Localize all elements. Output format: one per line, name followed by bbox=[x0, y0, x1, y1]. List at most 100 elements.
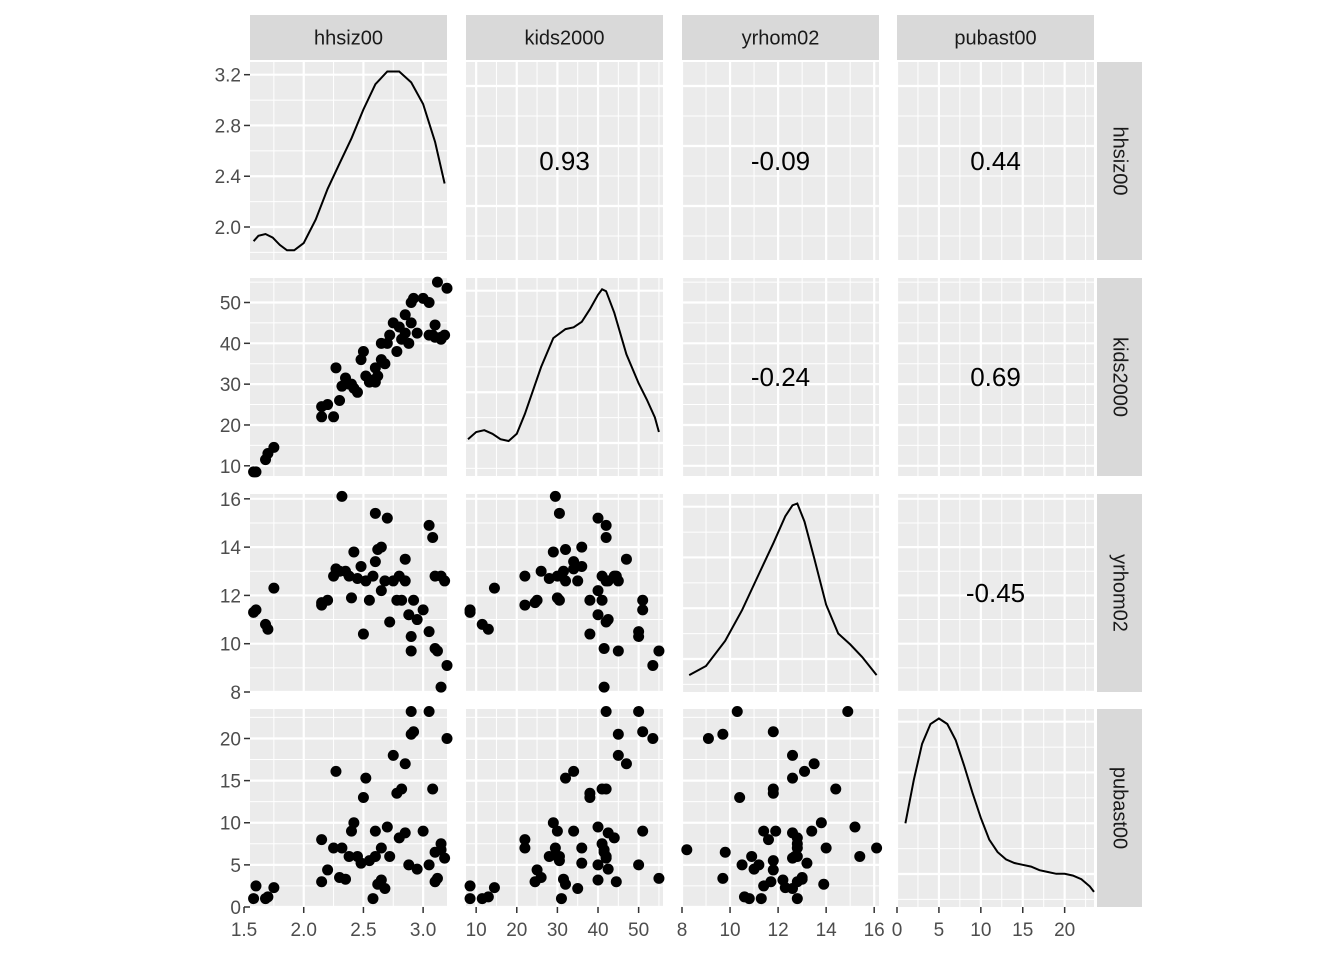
panel-pubast00-hhsiz00-background bbox=[250, 709, 447, 907]
point bbox=[408, 292, 420, 304]
panel-yrhom02-yrhom02 bbox=[680, 494, 879, 692]
point bbox=[787, 749, 799, 761]
point bbox=[328, 411, 340, 423]
point bbox=[439, 852, 451, 864]
y-tick-label-yrhom02: 12 bbox=[220, 586, 241, 607]
point bbox=[600, 706, 612, 718]
point bbox=[431, 276, 443, 288]
point bbox=[791, 838, 803, 850]
point bbox=[738, 891, 750, 903]
corr-label-hhsiz00-pubast00: 0.44 bbox=[970, 146, 1021, 176]
panel-kids2000-kids2000-background bbox=[466, 278, 663, 476]
point bbox=[423, 859, 435, 871]
point bbox=[488, 582, 500, 594]
point bbox=[369, 825, 381, 837]
point bbox=[345, 592, 357, 604]
point bbox=[250, 880, 262, 892]
point bbox=[592, 585, 604, 597]
panel-kids2000-yrhom02: -0.24 bbox=[680, 278, 879, 476]
point bbox=[584, 787, 596, 799]
point bbox=[767, 783, 779, 795]
point bbox=[543, 850, 555, 862]
point bbox=[519, 570, 531, 582]
panel-hhsiz00-kids2000-background bbox=[466, 62, 663, 260]
point bbox=[435, 331, 447, 343]
point bbox=[439, 575, 451, 587]
point bbox=[610, 876, 622, 888]
point bbox=[633, 859, 645, 871]
strip-col-kids2000 bbox=[466, 15, 663, 60]
x-tick-label-kids2000: 50 bbox=[628, 920, 649, 941]
point bbox=[576, 560, 588, 572]
point bbox=[576, 541, 588, 553]
point bbox=[316, 876, 328, 888]
point bbox=[719, 846, 731, 858]
point bbox=[423, 626, 435, 638]
point bbox=[369, 507, 381, 519]
y-tick-label-kids2000: 30 bbox=[220, 375, 241, 396]
point bbox=[560, 878, 572, 890]
point bbox=[762, 834, 774, 846]
point bbox=[343, 850, 355, 862]
point bbox=[482, 623, 494, 635]
point bbox=[600, 531, 612, 543]
point bbox=[592, 821, 604, 833]
point bbox=[417, 604, 429, 616]
point bbox=[736, 859, 748, 871]
x-tick-label-hhsiz00: 2.0 bbox=[291, 920, 317, 941]
y-tick-label-kids2000: 50 bbox=[220, 293, 241, 314]
point bbox=[830, 783, 842, 795]
point bbox=[592, 609, 604, 621]
point bbox=[531, 594, 543, 606]
x-tick-label-pubast00: 10 bbox=[970, 920, 991, 941]
point bbox=[787, 772, 799, 784]
point bbox=[262, 891, 274, 903]
panel-kids2000-pubast00-background bbox=[897, 278, 1094, 476]
point bbox=[411, 863, 423, 875]
point bbox=[268, 441, 280, 453]
point bbox=[758, 825, 770, 837]
point bbox=[429, 319, 441, 331]
point bbox=[734, 791, 746, 803]
point bbox=[765, 876, 777, 888]
point bbox=[553, 850, 565, 862]
point bbox=[375, 874, 387, 886]
point bbox=[600, 575, 612, 587]
point bbox=[345, 825, 357, 837]
y-tick-label-yrhom02: 16 bbox=[220, 490, 241, 511]
point bbox=[384, 616, 396, 628]
point bbox=[357, 628, 369, 640]
panel-pubast00-yrhom02-background bbox=[682, 709, 879, 907]
point bbox=[543, 573, 555, 585]
point bbox=[584, 594, 596, 606]
x-tick-label-yrhom02: 10 bbox=[719, 920, 740, 941]
point bbox=[818, 878, 830, 890]
point bbox=[381, 821, 393, 833]
panel-kids2000-hhsiz00 bbox=[248, 276, 453, 478]
strip-label-row-kids2000: kids2000 bbox=[1109, 337, 1131, 417]
y-tick-label-yrhom02: 8 bbox=[230, 683, 241, 704]
point bbox=[464, 893, 476, 905]
point bbox=[322, 594, 334, 606]
point bbox=[806, 825, 818, 837]
point bbox=[535, 872, 547, 884]
panel-pubast00-hhsiz00 bbox=[248, 706, 453, 909]
point bbox=[596, 594, 608, 606]
strip-label-col-yrhom02: yrhom02 bbox=[742, 28, 820, 50]
point bbox=[610, 570, 622, 582]
point bbox=[620, 553, 632, 565]
point bbox=[379, 358, 391, 370]
point bbox=[411, 327, 423, 339]
strip-col-pubast00 bbox=[897, 15, 1094, 60]
point bbox=[411, 614, 423, 626]
point bbox=[379, 575, 391, 587]
strip-row-hhsiz00 bbox=[1097, 62, 1142, 260]
panel-yrhom02-kids2000 bbox=[464, 490, 665, 694]
point bbox=[808, 758, 820, 770]
point bbox=[746, 850, 758, 862]
point bbox=[396, 783, 408, 795]
point bbox=[403, 859, 415, 871]
panel-hhsiz00-yrhom02-background bbox=[682, 62, 879, 260]
point bbox=[791, 893, 803, 905]
